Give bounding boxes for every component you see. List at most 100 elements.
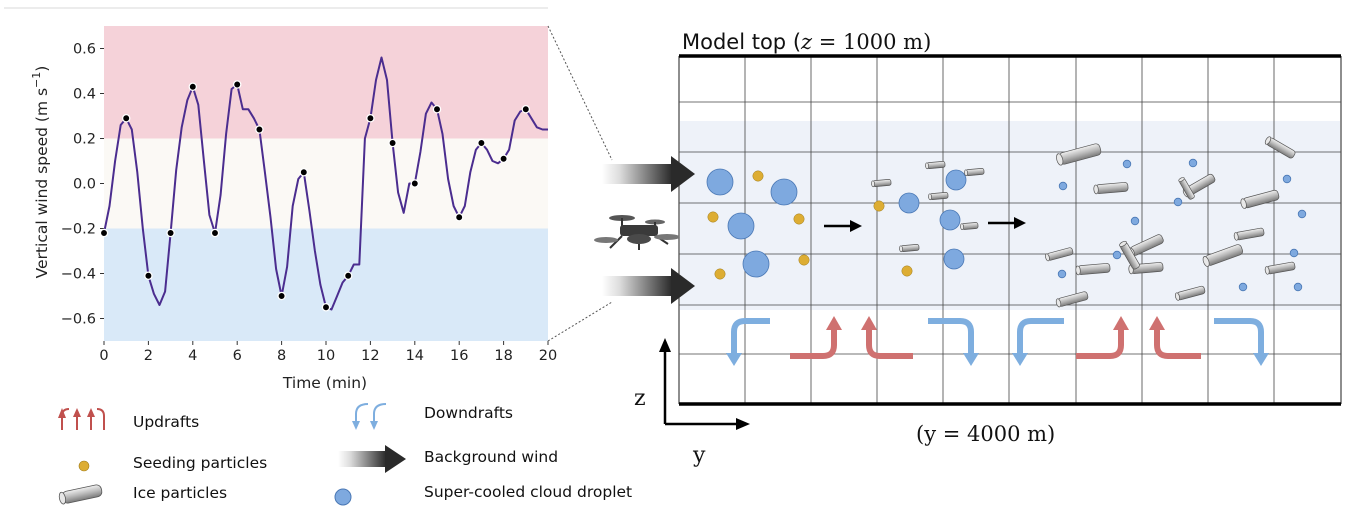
legend-droplet-label: Super-cooled cloud droplet [424, 483, 632, 501]
data-point [343, 271, 353, 280]
legend-droplet-icon [334, 488, 352, 506]
ice-particles [871, 136, 1296, 308]
x-tick-label: 10 [317, 348, 335, 364]
ice-particle [1119, 240, 1140, 270]
legend-ice-icon [58, 484, 103, 505]
legend-wind-label: Background wind [424, 448, 558, 466]
x-axis-label: Time (min) [282, 374, 367, 392]
y-tick-label: −0.6 [61, 312, 96, 328]
seeding-particle [752, 170, 764, 182]
data-point [299, 167, 309, 177]
data-point [432, 105, 442, 114]
seeding-particle [707, 211, 719, 223]
model-grid [678, 56, 1342, 404]
data-point [166, 228, 175, 238]
legend-downdraft-icon [352, 403, 387, 430]
data-point [521, 105, 531, 114]
cloud-droplet [1188, 158, 1198, 168]
background-wind-arrow-top [602, 156, 695, 192]
cloud-droplet [706, 168, 734, 196]
cloud-droplet [939, 209, 961, 231]
cloud-droplet [1057, 269, 1067, 279]
ice-particle [925, 161, 946, 170]
legend-updraft-icon [58, 408, 105, 430]
cloud-droplet [1173, 197, 1183, 207]
z-axis-label: z [634, 386, 646, 411]
ice-particle [1240, 189, 1280, 209]
ice-particle [1045, 247, 1074, 262]
ice-particle [1233, 227, 1265, 241]
data-point [410, 179, 420, 188]
legend-updrafts-label: Updrafts [133, 413, 199, 431]
y-tick-label: −0.2 [61, 222, 96, 238]
ice-particle [1264, 261, 1296, 275]
model-domain-diagram: Model top (z = 1000 m) [594, 30, 1342, 468]
cloud-droplets [706, 158, 1307, 292]
cloud-droplet [943, 248, 965, 270]
x-tick-label: 4 [188, 348, 197, 364]
cloud-droplet [1122, 159, 1132, 169]
data-point [99, 228, 109, 238]
cloud-layer [680, 121, 1340, 310]
y-tick-label: 0.0 [73, 177, 96, 193]
cloud-droplet [1289, 248, 1299, 258]
data-point [321, 302, 331, 312]
coordinate-axes [659, 338, 750, 430]
ice-particle [960, 222, 979, 231]
cloud-droplet [1297, 209, 1307, 219]
ice-particle [1264, 136, 1296, 159]
ice-particle [928, 192, 949, 201]
x-tick-label: 2 [144, 348, 153, 364]
ice-particle [1093, 182, 1129, 195]
cloud-droplet [1058, 181, 1068, 191]
legend-wind-icon [338, 445, 406, 473]
data-point [232, 80, 242, 89]
y-tick-label: 0.6 [73, 42, 96, 58]
seeding-particle [714, 268, 726, 280]
downdraft-arrow-1 [726, 318, 770, 366]
data-point [454, 212, 464, 222]
x-tick-label: 14 [406, 348, 424, 364]
downdraft-arrow-4 [1214, 318, 1269, 366]
updraft-arrow-2 [861, 316, 913, 359]
zoom-connector-bottom [547, 301, 613, 342]
y-tick-label: −0.4 [61, 267, 96, 283]
data-point [121, 114, 131, 123]
cloud-droplet [727, 212, 755, 240]
zoom-connector-top [547, 25, 613, 161]
chart-axes: 0 2 4 6 8 10 12 14 16 18 20 −0.6 −0.4 −0.2 0.0 0.2 0.4 0.… [61, 42, 557, 365]
x-tick-label: 8 [277, 348, 286, 364]
seeding-particle [901, 265, 913, 277]
ice-particle [899, 244, 920, 253]
downdraft-arrow-2 [928, 318, 979, 366]
ice-particle [1174, 285, 1206, 301]
seeding-particle [793, 213, 805, 225]
downdraft-arrow-3 [1012, 318, 1064, 366]
cloud-droplet [1238, 282, 1248, 292]
legend-downdrafts-label: Downdrafts [424, 404, 513, 422]
x-tick-label: 6 [233, 348, 242, 364]
ice-particle [1075, 263, 1111, 276]
ice-particle [871, 179, 892, 188]
y-axis-letter: y [692, 443, 706, 468]
cloud-droplet [898, 192, 920, 214]
data-point [366, 114, 375, 123]
ice-particle [1056, 143, 1102, 166]
chart-band-0 [104, 26, 548, 139]
ice-particle [964, 168, 985, 177]
y-tick-label: 0.2 [73, 132, 96, 148]
updraft-arrow-1 [790, 316, 842, 359]
data-point [477, 138, 486, 148]
cloud-droplet [1130, 216, 1140, 226]
seeding-particle [873, 200, 885, 212]
ice-particle [1055, 291, 1089, 308]
data-point [255, 125, 264, 134]
cloud-droplet [1282, 174, 1292, 184]
x-tick-label: 20 [539, 348, 557, 364]
ice-particle [1178, 177, 1195, 200]
seeding-particles [707, 170, 913, 280]
legend-ice-label: Ice particles [133, 484, 227, 502]
cloud-droplet [742, 250, 770, 278]
x-tick-label: 0 [99, 348, 108, 364]
